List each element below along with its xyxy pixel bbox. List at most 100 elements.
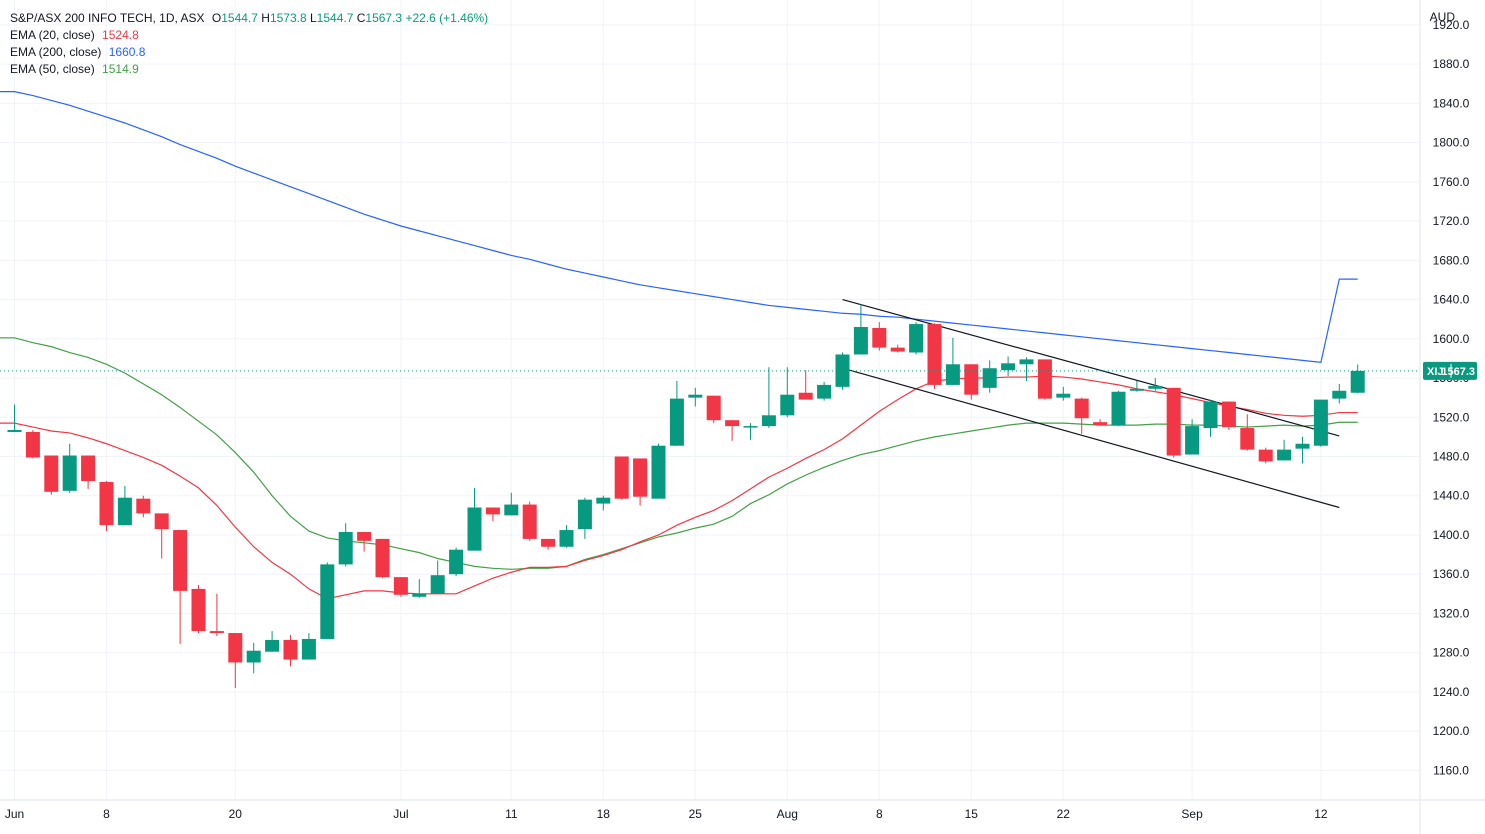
price-axis-label: 1520.0 — [1433, 410, 1470, 424]
ema20-row[interactable]: EMA (20, close) 1524.8 — [10, 27, 488, 44]
candle-body — [1037, 359, 1052, 399]
close-value: 1567.3 — [365, 11, 403, 25]
ema200-label[interactable]: EMA (200, close) — [10, 45, 102, 59]
candle-up — [62, 443, 77, 493]
candle-body — [651, 445, 666, 499]
candle-up — [246, 642, 261, 674]
candle-up — [1056, 386, 1071, 401]
candle-body — [909, 324, 924, 353]
candle-up — [982, 360, 997, 393]
channel-trendline — [842, 298, 1340, 437]
candle-body — [504, 504, 519, 516]
ema20-value: 1524.8 — [102, 28, 139, 42]
candle-body — [265, 639, 280, 652]
candle-body — [485, 507, 500, 515]
high-label: H — [261, 11, 270, 25]
candle-body — [393, 577, 408, 595]
ema200-line — [0, 91, 1358, 363]
candle-up — [743, 423, 758, 440]
candle-body — [1332, 390, 1347, 399]
candle-body — [320, 564, 335, 639]
candle-body — [1019, 359, 1034, 365]
candle-body — [964, 364, 979, 395]
candle-up — [430, 560, 445, 594]
candle-body — [375, 538, 390, 578]
candle-up — [412, 579, 427, 598]
ema50-row[interactable]: EMA (50, close) 1514.9 — [10, 61, 488, 78]
candle-down — [154, 513, 169, 559]
candle-body — [449, 549, 464, 575]
candle-up — [817, 381, 832, 401]
candle-body — [1074, 398, 1089, 419]
currency-label[interactable]: AUD — [1429, 10, 1455, 24]
candle-body — [357, 532, 372, 541]
candle-down — [633, 458, 648, 506]
price-axis-label: 1680.0 — [1433, 253, 1470, 267]
price-axis-label: 1840.0 — [1433, 96, 1470, 110]
candle-body — [706, 395, 721, 421]
symbol-title[interactable]: S&P/ASX 200 INFO TECH, 1D, ASX — [10, 11, 205, 25]
time-axis[interactable]: Jun 8 20 Jul 11 18 25 Aug 8 15 22 Sep 12 — [5, 807, 1328, 821]
candle-down — [1074, 397, 1089, 434]
price-axis-label: 1480.0 — [1433, 449, 1470, 463]
close-label: C — [356, 11, 366, 25]
time-axis-label: Jun — [5, 807, 24, 821]
candle-up — [780, 367, 795, 418]
candle-body — [338, 532, 353, 565]
candle-body — [430, 575, 445, 594]
candle-body — [577, 499, 592, 530]
ema20-label[interactable]: EMA (20, close) — [10, 28, 95, 42]
ema50-line — [0, 337, 1358, 570]
candle-up — [467, 487, 482, 551]
candle-body — [1001, 363, 1016, 371]
ema200-row[interactable]: EMA (200, close) 1660.8 — [10, 44, 488, 61]
candle-up — [669, 380, 684, 446]
trendlines[interactable] — [842, 298, 1340, 509]
candle-body — [412, 593, 427, 597]
price-axis-label: 1640.0 — [1433, 293, 1470, 307]
candle-body — [7, 430, 22, 432]
time-axis-label: 18 — [597, 807, 611, 821]
candle-body — [1313, 399, 1328, 446]
candle-body — [725, 420, 740, 427]
candle-body — [81, 455, 96, 482]
time-axis-label: 22 — [1057, 807, 1071, 821]
time-axis-label: 25 — [689, 807, 703, 821]
candle-body — [743, 426, 758, 428]
price-axis[interactable]: 1160.0 1200.0 1240.0 1280.0 1320.0 1360.0 1400… — [1433, 18, 1470, 777]
candle-up — [1295, 436, 1310, 464]
low-label: L — [309, 11, 317, 25]
ema50-label[interactable]: EMA (50, close) — [10, 62, 95, 76]
candle-down — [25, 430, 40, 459]
candle-down — [357, 532, 372, 552]
candle-up — [1019, 357, 1034, 381]
candle-up — [449, 547, 464, 577]
candle-body — [798, 392, 813, 400]
candle-body — [1350, 370, 1365, 393]
candle-body — [62, 455, 77, 491]
candle-down — [964, 364, 979, 400]
candle-up — [559, 525, 574, 548]
candle-body — [1258, 449, 1273, 462]
candle-down — [872, 322, 887, 351]
candle-up — [1111, 390, 1126, 427]
candle-body — [541, 538, 556, 547]
candle-down — [228, 633, 243, 688]
candle-body — [669, 398, 684, 446]
symbol-row[interactable]: S&P/ASX 200 INFO TECH, 1D, ASX O1544.7 H… — [10, 10, 488, 27]
candle-body — [467, 507, 482, 551]
candle-down — [191, 584, 206, 634]
candle-up — [1203, 399, 1218, 437]
price-axis-label: 1440.0 — [1433, 489, 1470, 503]
candle-up — [1001, 356, 1016, 377]
candle-body — [522, 504, 537, 539]
time-axis-label: 15 — [965, 807, 979, 821]
candle-up — [761, 367, 776, 429]
price-axis-label: 1160.0 — [1433, 763, 1469, 777]
candle-body — [173, 530, 188, 591]
candle-body — [982, 368, 997, 388]
candle-down — [173, 530, 188, 644]
candle-body — [780, 394, 795, 416]
candle-up — [853, 304, 868, 355]
